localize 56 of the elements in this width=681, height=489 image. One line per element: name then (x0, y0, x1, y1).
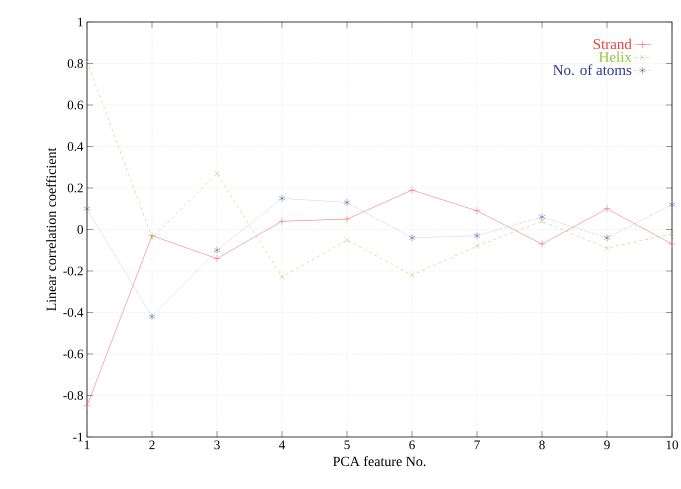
point (408, 234, 416, 242)
y-tick-label: -0.8 (63, 391, 83, 400)
y-axis-title: Linear correlation coefficient (46, 148, 56, 311)
point (473, 207, 481, 215)
x-tick-label: 9 (604, 440, 610, 450)
x-tick-label: 2 (149, 440, 155, 450)
y-tick-label: 0.2 (68, 184, 83, 192)
x-tick-label: 10 (666, 440, 678, 450)
point (539, 218, 545, 224)
y-tick-label: -0.6 (63, 350, 84, 358)
point (409, 272, 415, 278)
point (668, 200, 676, 208)
point (669, 230, 675, 236)
x-tick-label: 1 (84, 440, 90, 450)
y-tick-label: -0.2 (63, 266, 83, 276)
x-tick-label: 6 (409, 440, 415, 450)
point (344, 237, 350, 243)
legend-label: Strand (594, 38, 632, 50)
point (149, 235, 155, 240)
point (213, 254, 221, 262)
point (603, 205, 611, 212)
point (604, 234, 610, 242)
x-tick-label: 4 (279, 440, 286, 450)
point (148, 312, 156, 320)
point (84, 58, 90, 64)
point (668, 240, 676, 248)
point (84, 205, 90, 212)
x-tick-label: 7 (474, 440, 480, 450)
point (279, 274, 285, 280)
point (344, 198, 350, 206)
point (83, 402, 91, 410)
y-tick-label: 0 (77, 225, 83, 234)
y-tick-label: 0.4 (68, 142, 84, 151)
x-tick-label: 8 (539, 440, 545, 450)
y-tick-label: 0.8 (68, 59, 83, 68)
point (538, 240, 546, 248)
point (538, 213, 546, 221)
y-tick-label: 1 (78, 18, 83, 26)
point (408, 186, 416, 194)
point (278, 194, 286, 202)
y-tick-label: 0.6 (68, 100, 84, 110)
legend-label: Helix (598, 52, 632, 62)
x-axis-title: PCA feature No. (333, 456, 426, 466)
point (474, 243, 480, 249)
y-tick-label: -0.4 (63, 308, 84, 317)
point (148, 232, 156, 240)
point (214, 170, 220, 176)
legend-label: No. of atoms (553, 64, 632, 76)
x-tick-label: 5 (344, 440, 350, 450)
point (278, 217, 286, 225)
point (604, 245, 610, 251)
point (343, 215, 351, 223)
y-tick-label: -1 (73, 432, 83, 442)
point (214, 246, 220, 254)
x-tick-label: 3 (214, 440, 220, 450)
point (474, 232, 480, 240)
